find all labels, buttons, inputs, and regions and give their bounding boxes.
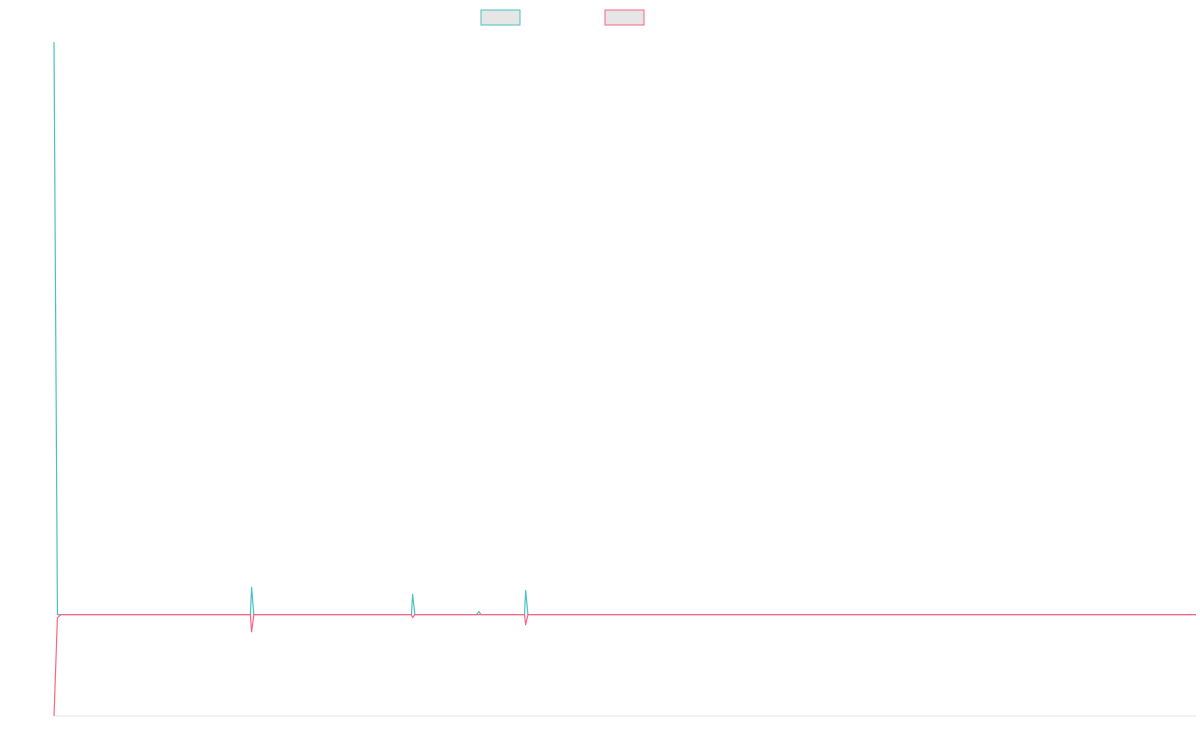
legend-swatch-2[interactable] — [604, 9, 645, 26]
legend-swatch-1[interactable] — [480, 9, 521, 26]
legend-item-1[interactable] — [480, 9, 521, 26]
series-layer — [53, 42, 1196, 717]
series-line-2 — [53, 614, 1196, 717]
legend-item-2[interactable] — [604, 9, 645, 26]
legend — [480, 9, 645, 26]
series-line-1 — [53, 42, 1196, 616]
